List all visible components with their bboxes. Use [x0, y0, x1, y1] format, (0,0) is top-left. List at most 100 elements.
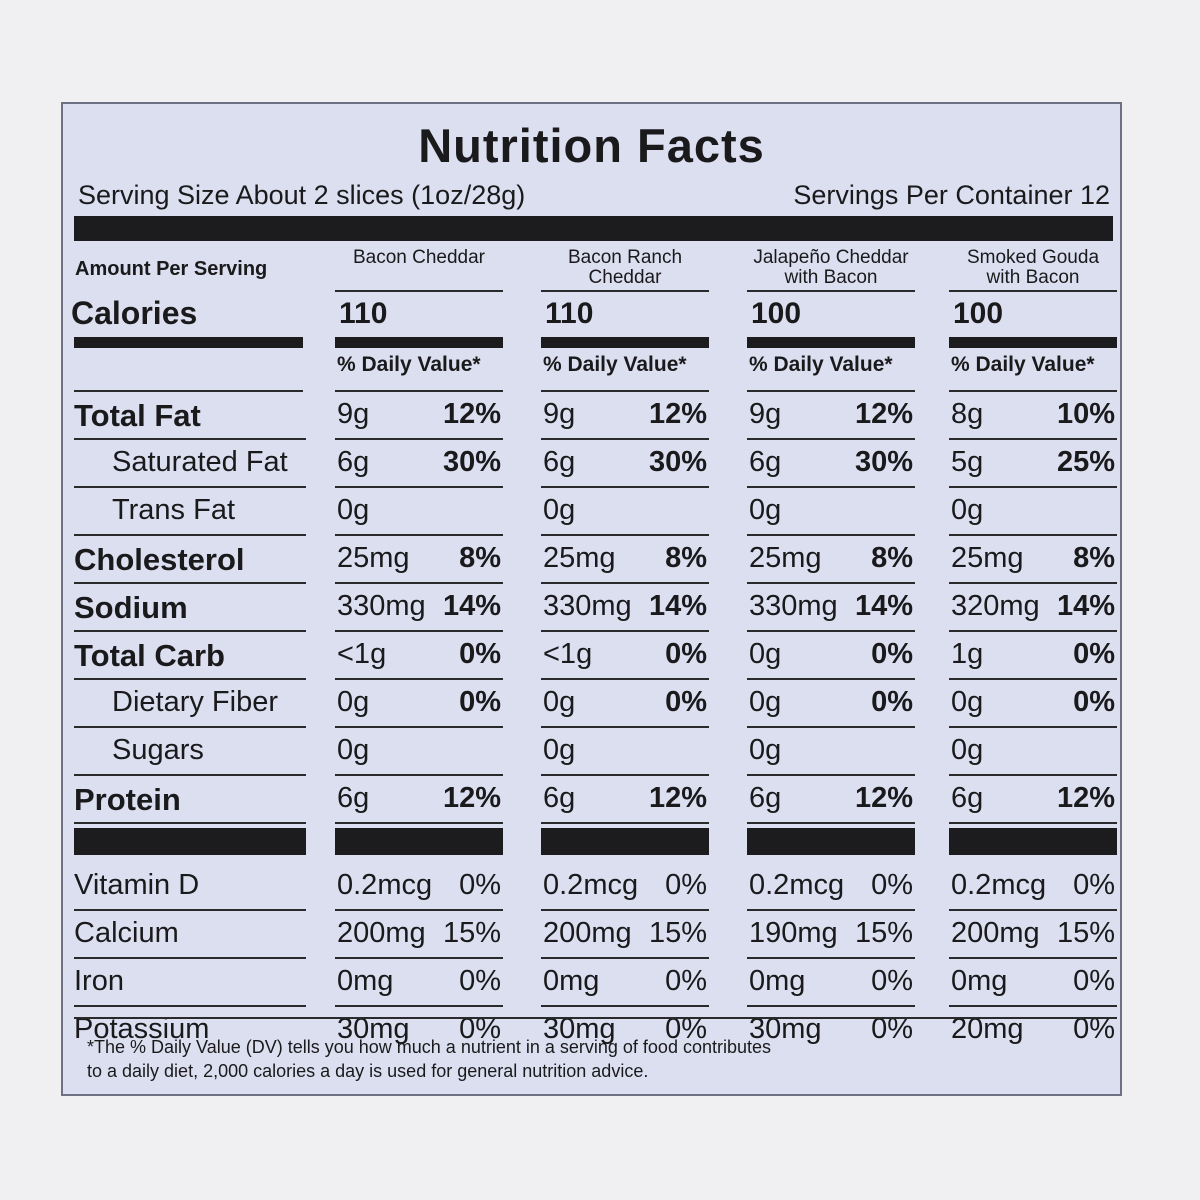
vitamin-dv: 15% [854, 917, 913, 949]
nutrient-dv: 0% [459, 686, 501, 718]
label-col-divider [74, 390, 303, 392]
nutrient-dv: 14% [648, 590, 707, 622]
daily-value-header: % Daily Value* [337, 353, 481, 376]
calories-value: 100 [953, 297, 1004, 330]
nutrient-row-line [541, 726, 709, 728]
nutrient-row-line [747, 534, 915, 536]
nutrient-amount: 0g [543, 686, 576, 718]
nutrient-amount: 330mg [543, 590, 632, 622]
nutrient-amount: 0g [951, 734, 984, 766]
vitamin-row-line [747, 1005, 915, 1007]
nutrient-amount: 6g [543, 782, 576, 814]
nutrition-facts-panel: Nutrition Facts Serving Size About 2 sli… [61, 102, 1122, 1096]
dv-divider [335, 390, 503, 392]
nutrient-dv: 8% [871, 542, 913, 574]
vitamin-label: Calcium [74, 917, 179, 949]
product-header-line [335, 290, 503, 292]
footnote-line-2: to a daily diet, 2,000 calories a day is… [87, 1061, 649, 1081]
vitamin-section-bar [335, 828, 503, 855]
nutrient-row-line [74, 486, 306, 488]
nutrient-row-line [949, 486, 1117, 488]
nutrient-row-line [74, 678, 306, 680]
nutrient-dv: 14% [442, 590, 501, 622]
nutrient-dv: 12% [442, 398, 501, 430]
vitamin-section-bar [74, 828, 306, 855]
nutrient-row-line [541, 630, 709, 632]
calories-bar [949, 337, 1117, 348]
daily-value-header: % Daily Value* [749, 353, 893, 376]
vitamin-row-line [74, 957, 306, 959]
nutrient-amount: 0g [543, 734, 576, 766]
nutrient-amount: 25mg [543, 542, 616, 574]
nutrient-amount: 25mg [749, 542, 822, 574]
vitamin-row-line [747, 909, 915, 911]
vitamin-row-line [74, 1005, 306, 1007]
nutrient-row-line [541, 582, 709, 584]
vitamin-section-bar [541, 828, 709, 855]
nutrient-amount: 320mg [951, 590, 1040, 622]
nutrient-dv: 12% [442, 782, 501, 814]
nutrient-label: Sodium [74, 590, 188, 625]
vitamin-amount: 0mg [951, 965, 1008, 997]
vitamin-section-bar [747, 828, 915, 855]
vitamin-dv: 0% [665, 869, 707, 901]
nutrient-dv: 12% [854, 398, 913, 430]
vitamin-amount: 0mg [337, 965, 394, 997]
vitamin-amount: 200mg [951, 917, 1040, 949]
nutrient-row-line [949, 630, 1117, 632]
dv-divider [541, 390, 709, 392]
vitamin-row-line [949, 909, 1117, 911]
nutrient-row-line [747, 774, 915, 776]
vitamin-amount: 200mg [543, 917, 632, 949]
vitamin-amount: 200mg [337, 917, 426, 949]
nutrient-row-line [747, 582, 915, 584]
nutrient-amount: 0g [749, 686, 782, 718]
vitamin-dv: 15% [442, 917, 501, 949]
nutrient-amount: 25mg [951, 542, 1024, 574]
nutrient-dv: 10% [1056, 398, 1115, 430]
vitamin-row-line [74, 909, 306, 911]
nutrient-row-line [335, 582, 503, 584]
nutrient-dv: 0% [1073, 686, 1115, 718]
nutrient-dv: 30% [648, 446, 707, 478]
nutrient-row-line [74, 726, 306, 728]
vitamin-dv: 0% [871, 965, 913, 997]
nutrient-label: Cholesterol [74, 542, 245, 577]
vitamin-dv: 15% [1056, 917, 1115, 949]
vitamin-dv: 0% [1073, 965, 1115, 997]
nutrient-row-line [747, 678, 915, 680]
calories-bar [541, 337, 709, 348]
vitamin-row-line [335, 957, 503, 959]
nutrient-dv: 0% [871, 686, 913, 718]
vitamin-row-line [335, 1005, 503, 1007]
nutrient-dv: 12% [854, 782, 913, 814]
nutrient-amount: 6g [543, 446, 576, 478]
nutrient-row-line [949, 822, 1117, 824]
vitamin-dv: 0% [459, 965, 501, 997]
nutrient-amount: 9g [543, 398, 576, 430]
vitamin-amount: 0.2mcg [337, 869, 433, 901]
nutrient-amount: 330mg [749, 590, 838, 622]
nutrient-amount: 0g [337, 686, 370, 718]
nutrient-row-line [541, 822, 709, 824]
vitamin-row-line [541, 957, 709, 959]
nutrient-amount: <1g [337, 638, 387, 670]
nutrient-dv: 0% [871, 638, 913, 670]
vitamin-dv: 0% [459, 869, 501, 901]
nutrient-amount: 0g [951, 494, 984, 526]
nutrient-amount: 5g [951, 446, 984, 478]
nutrient-dv: 8% [1073, 542, 1115, 574]
nutrient-dv: 12% [648, 398, 707, 430]
vitamin-section-bar [949, 828, 1117, 855]
servings-per-container: Servings Per Container 12 [793, 180, 1110, 210]
vitamin-row-line [541, 1005, 709, 1007]
nutrient-label: Total Carb [74, 638, 225, 673]
nutrient-amount: 0g [951, 686, 984, 718]
nutrient-label: Saturated Fat [112, 446, 288, 478]
nutrient-dv: 14% [1056, 590, 1115, 622]
daily-value-header: % Daily Value* [543, 353, 687, 376]
nutrient-row-line [74, 822, 306, 824]
nutrient-row-line [74, 438, 306, 440]
nutrient-row-line [74, 582, 306, 584]
nutrient-dv: 30% [854, 446, 913, 478]
